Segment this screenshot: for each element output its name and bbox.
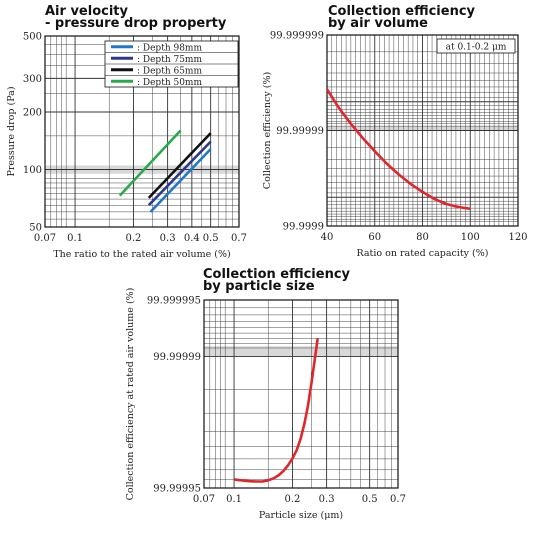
x-axis-label: Particle size (μm) xyxy=(259,510,343,521)
y-tick-label: 99.99995 xyxy=(153,484,201,495)
y-tick-label: 100 xyxy=(23,165,42,176)
series-line xyxy=(325,88,471,211)
chart-title-line: Air velocity xyxy=(45,4,129,19)
x-tick-label: 0.1 xyxy=(226,494,242,505)
y-axis-label: Collection efficiency (%) xyxy=(262,72,273,189)
x-tick-label: 0.4 xyxy=(184,233,200,244)
x-tick-label: 0.3 xyxy=(160,233,176,244)
y-tick-label: 500 xyxy=(23,32,42,43)
plot-border xyxy=(203,299,399,489)
legend-label: : Depth 65mm xyxy=(137,66,202,76)
plot-border xyxy=(44,35,240,228)
y-axis-label: Collection efficiency at rated air volum… xyxy=(125,288,136,501)
series-line xyxy=(233,338,319,483)
x-tick-label: 100 xyxy=(461,232,480,243)
x-tick-label: 0.1 xyxy=(67,233,83,244)
chart-title-line: by particle size xyxy=(203,279,315,294)
x-tick-label: 120 xyxy=(508,232,527,243)
series-line xyxy=(147,140,212,207)
plot-area xyxy=(204,300,398,488)
x-tick-label: 0.07 xyxy=(34,233,56,244)
annotation-box xyxy=(436,38,516,54)
x-tick-label: 40 xyxy=(321,232,334,243)
x-tick-label: 0.7 xyxy=(231,233,247,244)
chart-title-line: by air volume xyxy=(328,16,428,31)
x-tick-label: 0.2 xyxy=(284,494,300,505)
x-tick-label: 0.5 xyxy=(203,233,219,244)
x-axis-label: Ratio on rated capacity (%) xyxy=(357,248,489,259)
legend-label: : Depth 75mm xyxy=(137,55,202,65)
x-tick-label: 80 xyxy=(416,232,429,243)
y-tick-label: 99.999995 xyxy=(147,296,201,307)
annotation-label: at 0.1-0.2 μm xyxy=(446,43,507,53)
x-tick-label: 60 xyxy=(368,232,381,243)
y-tick-label: 50 xyxy=(29,223,42,234)
legend-label: : Depth 50mm xyxy=(137,78,202,88)
x-tick-label: 0.2 xyxy=(125,233,141,244)
series-line xyxy=(118,129,182,197)
legend-label: : Depth 98mm xyxy=(137,43,202,53)
series-line xyxy=(149,148,212,213)
x-axis-label: The ratio to the rated air volume (%) xyxy=(53,249,230,260)
y-tick-label: 99.99999 xyxy=(276,126,324,137)
legend: : Depth 98mm : Depth 75mm: Depth 65mm : De… xyxy=(104,40,239,88)
x-tick-label: 0.3 xyxy=(319,494,335,505)
y-tick-label: 300 xyxy=(23,74,42,85)
series-line xyxy=(147,132,212,199)
chart-title-line: - pressure drop property xyxy=(45,16,227,31)
chart-pressure-drop: Air velocity- pressure drop property 0.07… xyxy=(6,4,247,260)
chart-title-line: Collection efficiency xyxy=(328,4,476,19)
chart-title-line: Collection efficiency xyxy=(203,267,351,282)
y-tick-label: 99.9999 xyxy=(283,222,324,233)
x-tick-label: 0.5 xyxy=(362,494,378,505)
y-axis-label: Pressure drop (Pa) xyxy=(6,86,17,176)
x-tick-label: 0.7 xyxy=(390,494,406,505)
y-tick-label: 99.99999 xyxy=(153,352,201,363)
y-tick-label: 99.999999 xyxy=(270,31,324,42)
plot-border xyxy=(326,34,519,227)
x-tick-label: 0.07 xyxy=(193,494,215,505)
grid-band xyxy=(204,346,398,357)
y-tick-label: 200 xyxy=(23,108,42,119)
